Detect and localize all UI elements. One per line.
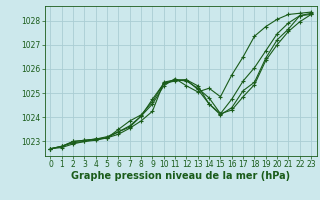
X-axis label: Graphe pression niveau de la mer (hPa): Graphe pression niveau de la mer (hPa) xyxy=(71,171,290,181)
